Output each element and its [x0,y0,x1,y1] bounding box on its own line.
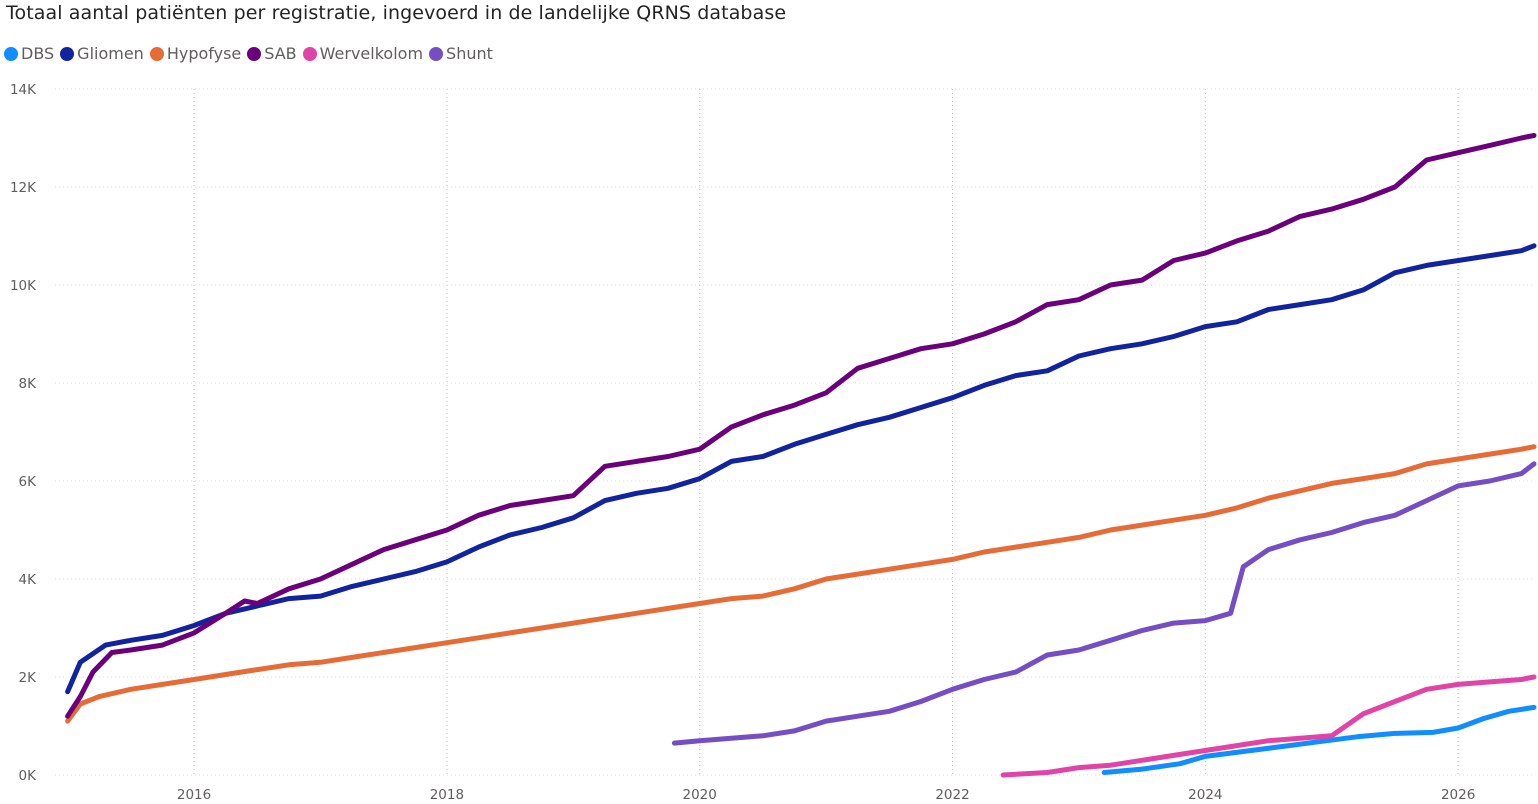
legend-swatch-hypofyse [149,46,164,61]
legend-label-shunt: Shunt [446,44,493,63]
series-line-wervelkolom[interactable] [1000,674,1537,778]
legend-swatch-gliomen [60,46,75,61]
series-lines [65,133,1537,778]
legend-swatch-shunt [429,46,444,61]
legend-item-gliomen[interactable]: Gliomen [60,44,144,63]
y-tick-label: 6K [19,474,38,490]
legend-item-hypofyse[interactable]: Hypofyse [149,44,242,63]
y-tick-label: 0K [19,768,38,784]
gridlines [55,88,1534,776]
legend-item-wervelkolom[interactable]: Wervelkolom [302,44,424,63]
legend-item-shunt[interactable]: Shunt [429,44,493,63]
x-tick-label: 2018 [430,787,464,803]
x-tick-label: 2016 [177,787,211,803]
series-line-shunt[interactable] [671,461,1537,746]
legend-label-sab: SAB [264,44,297,63]
y-tick-label: 10K [10,278,37,294]
legend-swatch-dbs [4,46,18,61]
legend-item-dbs[interactable]: DBS [4,44,54,63]
legend-label-gliomen: Gliomen [77,44,144,63]
legend-label-dbs: DBS [21,44,55,63]
legend-swatch-wervelkolom [302,46,317,61]
x-tick-label: 2022 [935,787,969,803]
y-tick-label: 8K [19,376,38,392]
chart-legend: DBS Gliomen Hypofyse SAB Wervelkolom Shu… [4,44,499,63]
y-tick-label: 2K [19,670,38,686]
legend-label-hypofyse: Hypofyse [166,44,242,63]
chart-title: Totaal aantal patiënten per registratie,… [6,2,787,24]
x-tick-label: 2020 [683,787,717,803]
y-tick-label: 4K [19,572,38,588]
series-line-gliomen[interactable] [65,243,1537,695]
legend-label-wervelkolom: Wervelkolom [319,44,424,63]
axes: 0K 2K 4K 6K 8K 10K 12K 14K 2016 2018 2020 2022 2024 2… [10,82,1475,803]
series-line-hypofyse[interactable] [65,444,1537,724]
x-tick-label: 2026 [1441,787,1475,803]
y-tick-label: 14K [10,82,37,98]
legend-swatch-sab [247,46,262,61]
series-line-dbs[interactable] [1101,704,1537,775]
series-line-sab[interactable] [65,133,1537,719]
legend-item-sab[interactable]: SAB [247,44,297,63]
x-tick-label: 2024 [1188,787,1222,803]
y-tick-label: 12K [10,180,37,196]
